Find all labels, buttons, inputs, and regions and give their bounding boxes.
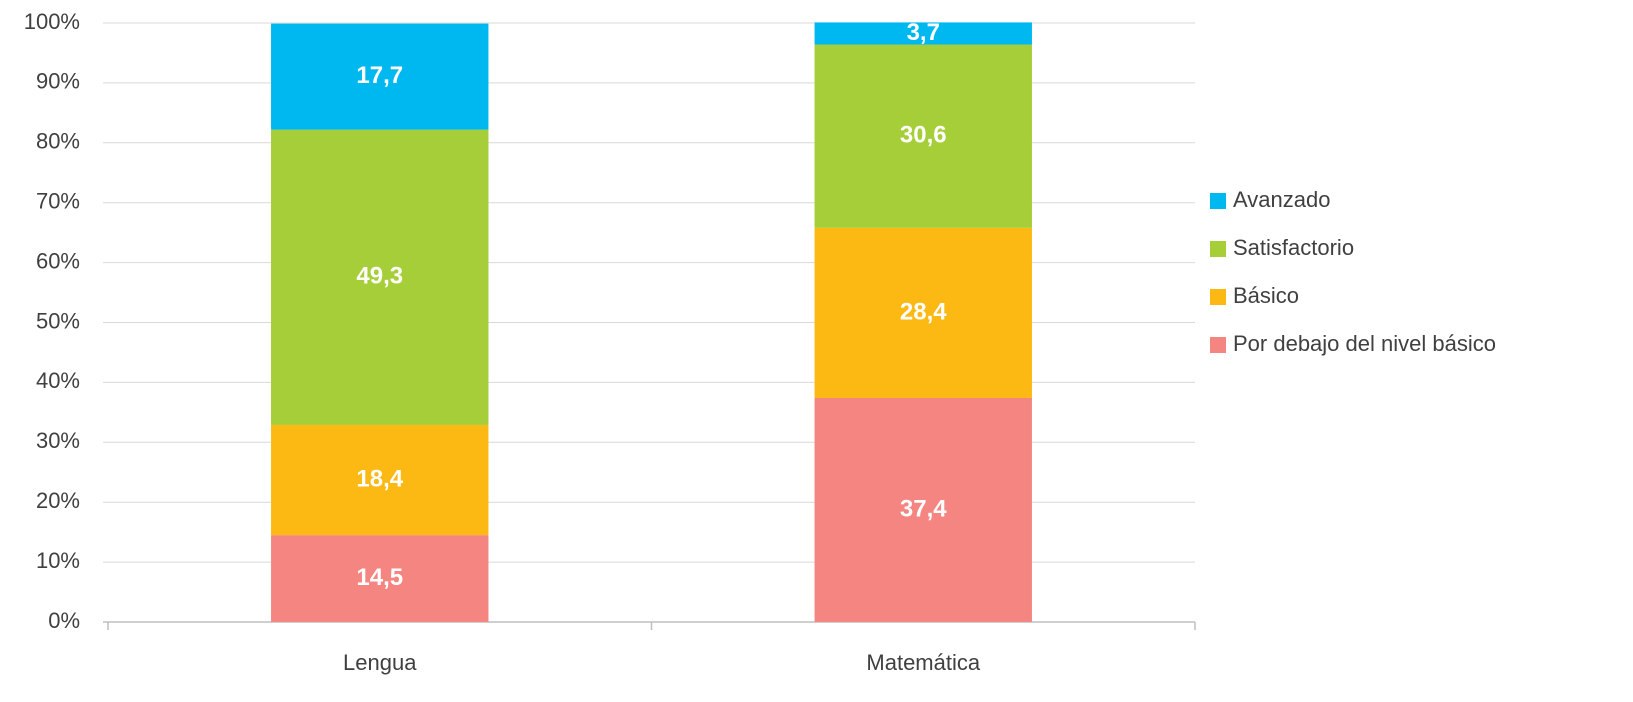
- x-tick-label: Matemática: [866, 650, 980, 675]
- data-label: 18,4: [356, 465, 403, 492]
- bar-segment: [814, 397, 1032, 622]
- y-tick-label: 50%: [36, 308, 80, 333]
- legend-swatch: [1210, 337, 1226, 353]
- y-tick-label: 70%: [36, 189, 80, 214]
- bar-segment: [271, 23, 489, 130]
- legend-label: Por debajo del nivel básico: [1233, 331, 1496, 356]
- y-tick-label: 60%: [36, 248, 80, 273]
- legend-label: Básico: [1233, 283, 1299, 308]
- x-tick-label: Lengua: [343, 650, 417, 675]
- data-label: 17,7: [356, 62, 403, 89]
- data-label: 3,7: [907, 19, 940, 46]
- y-tick-label: 10%: [36, 548, 80, 573]
- y-tick-label: 20%: [36, 488, 80, 513]
- data-label: 49,3: [356, 263, 403, 290]
- data-label: 37,4: [900, 495, 947, 522]
- bar-segment: [814, 227, 1032, 398]
- bar-segment: [271, 424, 489, 536]
- data-label: 30,6: [900, 122, 947, 149]
- legend-swatch: [1210, 193, 1226, 209]
- y-tick-label: 80%: [36, 129, 80, 154]
- bar-segment: [271, 129, 489, 425]
- bar-segment: [271, 535, 489, 622]
- y-tick-label: 90%: [36, 69, 80, 94]
- legend-label: Avanzado: [1233, 187, 1330, 212]
- y-tick-label: 0%: [48, 608, 80, 633]
- y-tick-label: 100%: [24, 9, 80, 34]
- legend-label: Satisfactorio: [1233, 235, 1354, 260]
- legend-swatch: [1210, 241, 1226, 257]
- bar-segment: [814, 44, 1032, 228]
- legend-swatch: [1210, 289, 1226, 305]
- bar-segment: [814, 22, 1032, 45]
- data-label: 28,4: [900, 298, 947, 325]
- data-label: 14,5: [356, 564, 403, 591]
- y-tick-label: 30%: [36, 428, 80, 453]
- y-tick-label: 40%: [36, 368, 80, 393]
